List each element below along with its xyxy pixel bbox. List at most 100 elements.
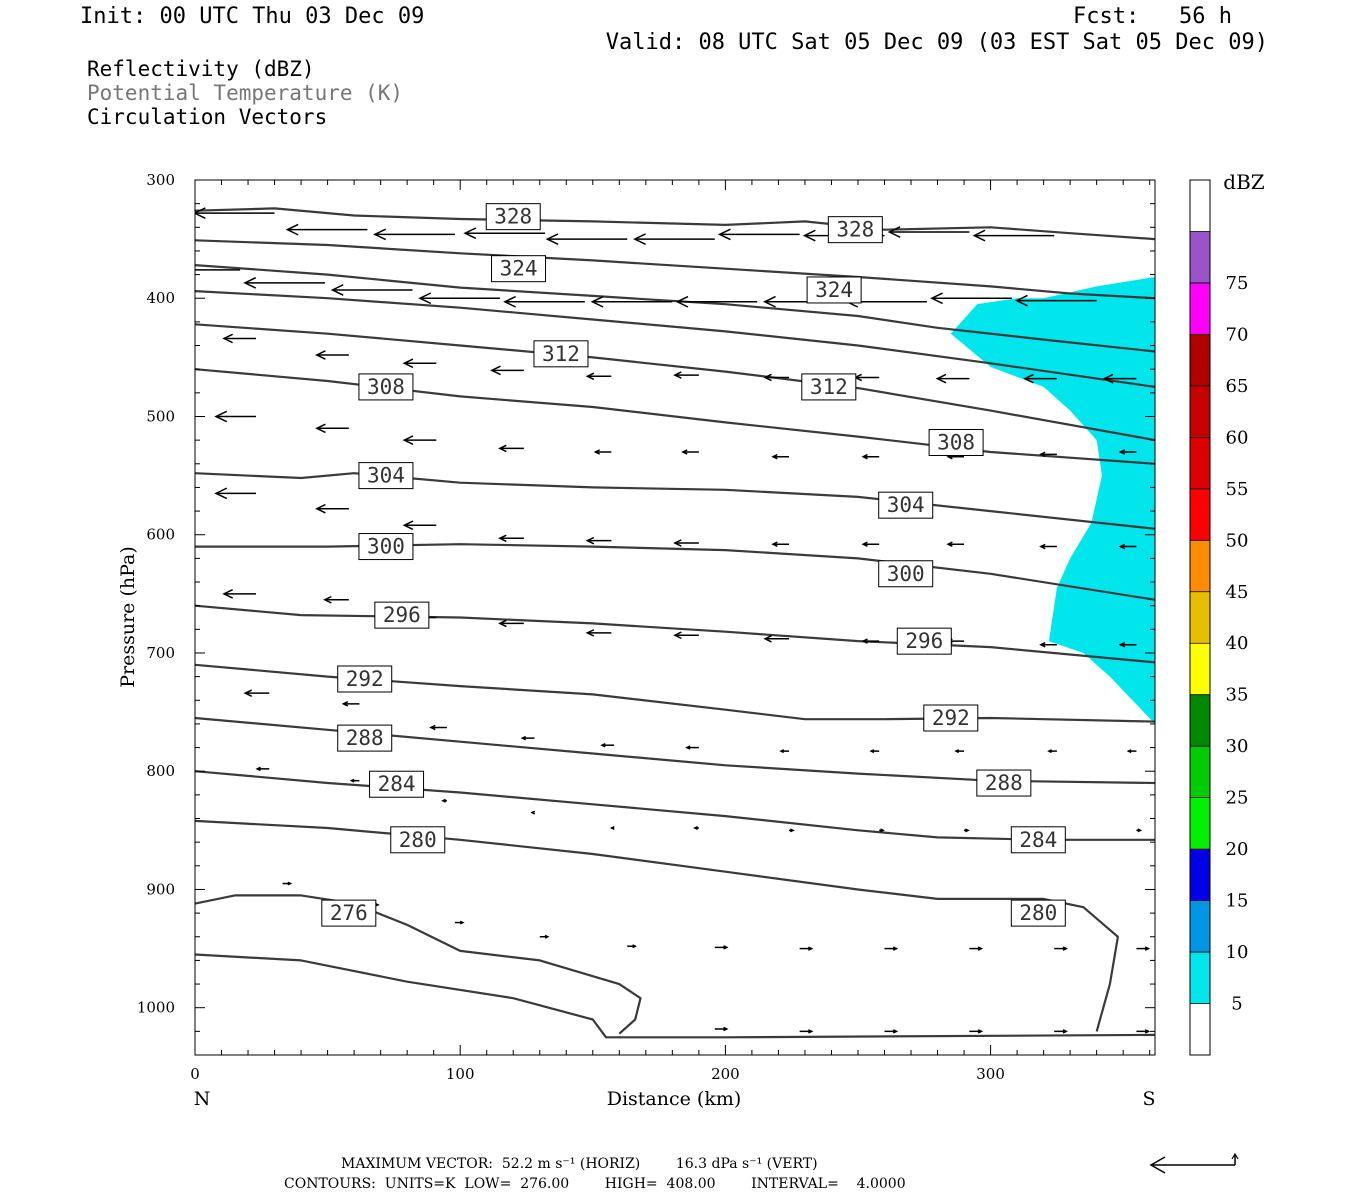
vector-arrow bbox=[222, 589, 256, 599]
vector-arrow bbox=[771, 541, 790, 547]
colorbar-label: 10 bbox=[1226, 942, 1249, 963]
x-axis-south-label: S bbox=[1142, 1088, 1155, 1110]
colorbar-swatch bbox=[1190, 385, 1210, 438]
vector-arrow bbox=[498, 444, 524, 453]
vector-arrow bbox=[673, 539, 699, 547]
y-tick-label: 700 bbox=[146, 644, 175, 662]
vector-arrow bbox=[222, 333, 256, 344]
vector-arrow bbox=[315, 423, 349, 434]
colorbar-label: 5 bbox=[1231, 994, 1242, 1015]
colorbar-swatch bbox=[1190, 1003, 1210, 1055]
colorbar-label: 60 bbox=[1226, 427, 1249, 448]
colorbar-swatch bbox=[1190, 488, 1210, 541]
x-tick-label: 100 bbox=[446, 1065, 475, 1083]
vector-arrow bbox=[255, 766, 270, 772]
colorbar-swatch bbox=[1190, 849, 1210, 901]
x-tick-label: 300 bbox=[976, 1065, 1005, 1083]
vector-arrow bbox=[1118, 543, 1137, 550]
vector-arrow bbox=[282, 881, 293, 886]
vector-arrow bbox=[935, 373, 970, 384]
contour-308 bbox=[195, 368, 1155, 465]
vector-arrow bbox=[590, 295, 673, 308]
svg-text:328: 328 bbox=[836, 218, 874, 242]
vector-arrow bbox=[441, 798, 447, 803]
vector-arrow bbox=[714, 945, 729, 950]
max-vector-info: MAXIMUM VECTOR: 52.2 m s⁻¹ (HORIZ) 16.3 … bbox=[341, 1156, 818, 1172]
contour-label: 296 bbox=[896, 627, 952, 655]
contour-328 bbox=[195, 207, 1155, 241]
svg-text:292: 292 bbox=[346, 667, 384, 691]
svg-text:328: 328 bbox=[494, 205, 532, 229]
legend-circulation-vectors: Circulation Vectors bbox=[87, 105, 328, 129]
colorbar-swatch bbox=[1190, 694, 1210, 747]
vector-arrow bbox=[884, 1029, 899, 1034]
vector-arrow bbox=[853, 373, 880, 382]
vector-arrow bbox=[585, 372, 612, 381]
vector-arrow bbox=[402, 358, 437, 369]
contour-label: 308 bbox=[358, 373, 414, 401]
contour-label: 328 bbox=[485, 203, 541, 231]
svg-text:324: 324 bbox=[815, 278, 853, 302]
legend-reflectivity: Reflectivity (dBZ) bbox=[87, 57, 315, 81]
vector-arrow bbox=[341, 701, 360, 707]
contour-label: 284 bbox=[1010, 826, 1066, 854]
x-tick-label: 0 bbox=[190, 1065, 200, 1083]
vector-arrow bbox=[214, 487, 256, 500]
colorbar-label: 30 bbox=[1226, 736, 1249, 757]
vector-arrow bbox=[243, 689, 270, 697]
colorbar-label: 70 bbox=[1226, 324, 1249, 345]
vector-arrow bbox=[1102, 373, 1137, 384]
axes: 0 100 200 300 300 400 500 600 700 800 900 1000 bbox=[137, 171, 1155, 1083]
colorbar-label: 20 bbox=[1226, 839, 1249, 860]
vector-arrow bbox=[633, 233, 715, 246]
colorbar-swatch bbox=[1190, 591, 1210, 644]
vector-arrow bbox=[861, 638, 880, 644]
vector-arrow bbox=[879, 828, 885, 833]
vector-arrow bbox=[593, 449, 612, 455]
vector-arrow bbox=[498, 619, 524, 628]
x-axis-north-label: N bbox=[194, 1088, 211, 1110]
contour-info: CONTOURS: UNITS=K LOW= 276.00 HIGH= 408.… bbox=[284, 1176, 906, 1192]
vector-arrow bbox=[195, 269, 241, 271]
vector-arrow bbox=[418, 292, 500, 305]
y-tick-label: 1000 bbox=[137, 999, 175, 1017]
vector-arrow bbox=[763, 373, 790, 382]
vector-arrow bbox=[539, 934, 550, 939]
colorbar-swatch bbox=[1190, 643, 1210, 695]
svg-text:280: 280 bbox=[399, 828, 437, 852]
vector-arrow bbox=[402, 435, 437, 445]
vector-arrow bbox=[789, 828, 795, 833]
vector-arrow bbox=[315, 350, 349, 360]
colorbar-label: 40 bbox=[1226, 633, 1249, 654]
contour-276 bbox=[195, 894, 642, 1035]
colorbar-swatch bbox=[1190, 334, 1210, 386]
valid-time: Valid: 08 UTC Sat 05 Dec 09 (03 EST Sat … bbox=[605, 30, 1268, 55]
y-tick-label: 300 bbox=[146, 171, 175, 189]
vector-arrow bbox=[1039, 641, 1057, 648]
vector-arrow bbox=[964, 828, 970, 833]
vector-arrow bbox=[954, 749, 965, 754]
vector-arrow bbox=[243, 276, 325, 289]
vector-arrow bbox=[1023, 373, 1057, 384]
vector-arrow bbox=[869, 749, 880, 754]
colorbar-swatch bbox=[1190, 540, 1210, 592]
x-axis-title: Distance (km) bbox=[607, 1088, 742, 1110]
vector-arrow bbox=[349, 778, 360, 783]
contour-324 bbox=[195, 239, 1155, 300]
vector-arrow bbox=[1047, 749, 1057, 754]
contour-label: 324 bbox=[806, 276, 862, 304]
y-tick-label: 600 bbox=[146, 526, 175, 544]
svg-text:324: 324 bbox=[500, 257, 538, 281]
colorbar-swatch bbox=[1190, 180, 1210, 232]
vector-arrow bbox=[503, 295, 585, 308]
contour-label: 328 bbox=[827, 216, 883, 244]
vector-arrow bbox=[675, 295, 758, 308]
colorbar-label: 75 bbox=[1226, 273, 1249, 294]
vector-arrow bbox=[585, 629, 612, 637]
contour-label: 292 bbox=[923, 704, 979, 732]
y-tick-label: 500 bbox=[146, 407, 175, 425]
vector-arrow bbox=[530, 810, 536, 815]
svg-text:292: 292 bbox=[932, 706, 970, 730]
vector-arrow bbox=[115, 204, 195, 214]
y-tick-label: 400 bbox=[146, 289, 175, 307]
